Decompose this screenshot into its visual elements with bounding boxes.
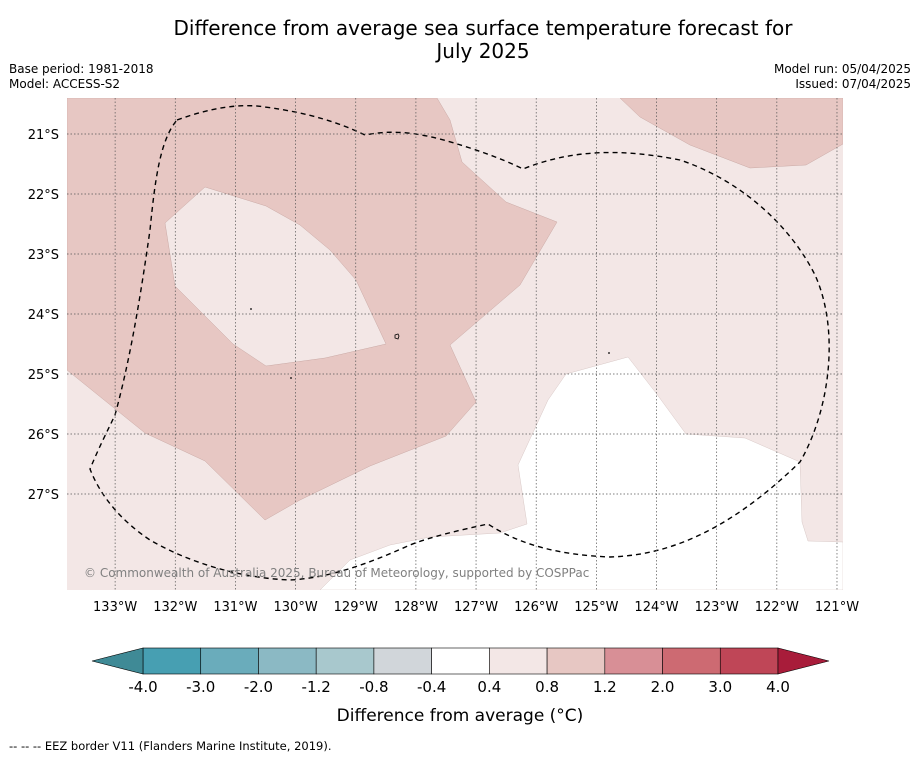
anomaly-map: 133°W 132°W 131°W 130°W 129°W 128°W 127°W 126°W… xyxy=(28,98,859,726)
x-tick-label: 124°W xyxy=(634,600,678,615)
y-tick-label: 25°S xyxy=(28,368,59,383)
colorbar-bin xyxy=(142,647,202,675)
colorbar-tick-label: -4.0 xyxy=(128,678,157,696)
colorbar-tick-label: 0.4 xyxy=(477,678,501,696)
model-run-info: Model run: 05/04/2025 Issued: 07/04/2025 xyxy=(774,62,911,92)
colorbar-extend-low xyxy=(91,647,144,675)
colorbar: -4.0 -3.0 -2.0 -1.2 -0.8 -0.4 0.4 0.8 1.2 2.0 3.0 4… xyxy=(91,647,830,696)
map-plot-area xyxy=(67,98,843,590)
y-axis-tick-labels: 21°S 22°S 23°S 24°S 25°S 26°S 27°S xyxy=(28,128,59,503)
x-tick-label: 123°W xyxy=(695,600,739,615)
x-tick-label: 126°W xyxy=(514,600,558,615)
chart-title-line-2: July 2025 xyxy=(436,39,530,63)
region-anomaly-neutral xyxy=(319,356,843,590)
island-marker-4 xyxy=(608,352,610,354)
colorbar-tick-label: -1.2 xyxy=(302,678,331,696)
x-tick-label: 130°W xyxy=(274,600,318,615)
colorbar-title: Difference from average (°C) xyxy=(337,706,584,726)
colorbar-bin xyxy=(315,647,375,675)
eez-source-note: -- -- -- EEZ border V11 (Flanders Marine… xyxy=(9,739,332,753)
copyright-notice: © Commonwealth of Australia 2025, Bureau… xyxy=(84,566,589,580)
colorbar-tick-label: 2.0 xyxy=(651,678,675,696)
colorbar-tick-label: -3.0 xyxy=(186,678,215,696)
chart-title: Difference from average sea surface temp… xyxy=(0,17,919,63)
colorbar-bin xyxy=(546,647,606,675)
island-marker-3 xyxy=(290,377,292,379)
gridlines xyxy=(67,98,843,590)
x-tick-label: 129°W xyxy=(334,600,378,615)
colorbar-tick-label: -0.4 xyxy=(417,678,446,696)
y-tick-label: 27°S xyxy=(28,488,59,503)
base-period-info: Base period: 1981-2018 Model: ACCESS-S2 xyxy=(9,62,154,92)
y-tick-label: 22°S xyxy=(28,188,59,203)
colorbar-bin xyxy=(719,647,779,675)
base-period-text: Base period: 1981-2018 xyxy=(9,62,154,76)
island-marker-2 xyxy=(250,308,252,310)
colorbar-bin xyxy=(258,647,317,675)
colorbar-tick-label: -0.8 xyxy=(359,678,388,696)
colorbar-bin xyxy=(662,647,721,675)
island-marker-1 xyxy=(394,333,400,340)
x-tick-label: 122°W xyxy=(755,600,799,615)
colorbar-bin xyxy=(431,647,490,675)
region-anomaly-0.8-1.2-northeast xyxy=(619,98,843,169)
colorbar-bin xyxy=(200,647,259,675)
colorbar-bin xyxy=(373,647,432,675)
y-tick-label: 26°S xyxy=(28,428,59,443)
model-text: Model: ACCESS-S2 xyxy=(9,77,121,91)
colorbar-extend-high xyxy=(777,647,830,675)
model-run-text: Model run: 05/04/2025 xyxy=(773,62,911,76)
colorbar-tick-label: -2.0 xyxy=(244,678,273,696)
eez-border xyxy=(89,104,830,581)
colorbar-bin xyxy=(604,647,663,675)
issued-text: Issued: 07/04/2025 xyxy=(795,77,911,91)
y-tick-label: 24°S xyxy=(28,308,59,323)
y-tick-label: 23°S xyxy=(28,248,59,263)
x-tick-label: 127°W xyxy=(454,600,498,615)
colorbar-tick-label: 1.2 xyxy=(593,678,617,696)
x-tick-label: 131°W xyxy=(213,600,257,615)
x-tick-label: 125°W xyxy=(574,600,618,615)
x-tick-label: 128°W xyxy=(394,600,438,615)
x-tick-label: 121°W xyxy=(815,600,859,615)
x-tick-label: 133°W xyxy=(93,600,137,615)
y-tick-label: 21°S xyxy=(28,128,59,143)
x-axis-tick-labels: 133°W 132°W 131°W 130°W 129°W 128°W 127°W 126°W… xyxy=(93,600,859,615)
colorbar-tick-label: 0.8 xyxy=(535,678,559,696)
colorbar-bin xyxy=(489,647,548,675)
chart-title-line-1: Difference from average sea surface temp… xyxy=(173,16,793,40)
x-tick-label: 132°W xyxy=(153,600,197,615)
colorbar-tick-label: 4.0 xyxy=(766,678,790,696)
colorbar-tick-label: 3.0 xyxy=(708,678,732,696)
